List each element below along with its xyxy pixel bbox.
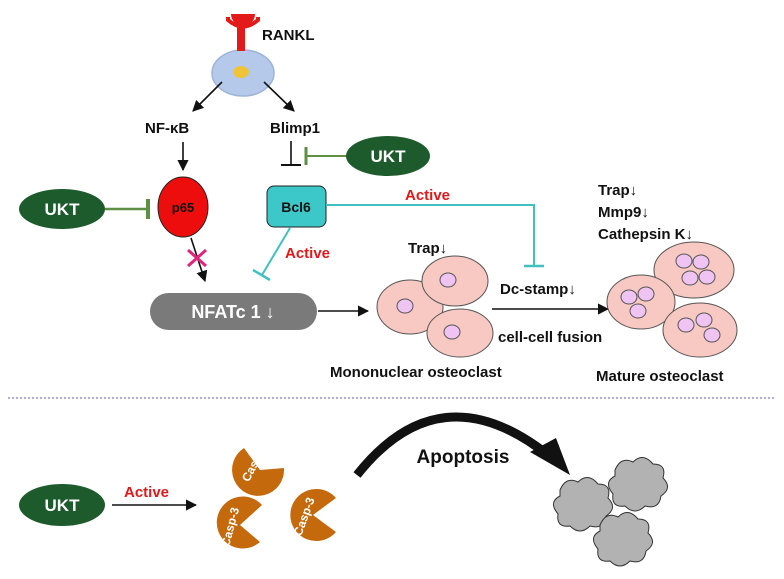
marker-trap: Trap↓ bbox=[598, 182, 637, 199]
mature-label: Mature osteoclast bbox=[596, 368, 724, 385]
p65-label: p65 bbox=[172, 200, 194, 215]
rankl-label: RANKL bbox=[262, 27, 315, 44]
ukt-left-label: UKT bbox=[45, 200, 81, 219]
mononuclear-label: Mononuclear osteoclast bbox=[330, 364, 502, 381]
nfkb-label: NF-κB bbox=[145, 120, 189, 137]
arrow-to-nfkb bbox=[192, 81, 223, 112]
arrow-to-blimp1 bbox=[263, 81, 295, 112]
ukt-left-oval bbox=[19, 189, 105, 229]
active-bottom-label: Active bbox=[124, 484, 169, 501]
blocked-cross-icon bbox=[187, 248, 207, 268]
marker-cathepsin-k: Cathepsin K↓ bbox=[598, 226, 693, 243]
apoptosis-arrow-icon bbox=[353, 412, 570, 478]
mature-markers: Trap↓ Mmp9↓ Cathepsin K↓ bbox=[598, 182, 693, 243]
ukt-bottom-oval bbox=[19, 484, 105, 526]
nfatc1-node bbox=[150, 293, 317, 330]
ukt-bottom-label: UKT bbox=[45, 496, 81, 515]
blimp1-label: Blimp1 bbox=[270, 120, 320, 137]
rank-cell bbox=[211, 49, 275, 97]
trap-mono-label: Trap↓ bbox=[408, 240, 447, 257]
bcl6-inhibit-dcstamp bbox=[326, 204, 544, 268]
p65-node bbox=[157, 176, 209, 238]
ukt-right-oval bbox=[346, 136, 430, 176]
bcl6-node bbox=[266, 185, 327, 228]
dc-stamp-label: Dc-stamp↓ bbox=[500, 281, 576, 298]
apoptosis-label: Apoptosis bbox=[417, 447, 510, 468]
mature-osteoclast-cells bbox=[606, 241, 738, 358]
caspase-3-icon: Casp-3 bbox=[290, 489, 336, 542]
apoptotic-cell-icon bbox=[553, 457, 668, 567]
ukt-right-inhibit bbox=[304, 147, 349, 165]
rankl-receptor-icon bbox=[226, 14, 260, 51]
bcl6-inhibit-nfatc bbox=[252, 227, 291, 282]
ukt-right-label: UKT bbox=[371, 147, 407, 166]
active-top-label: Active bbox=[405, 187, 450, 204]
caspase-3-icon: Casp-3 bbox=[216, 496, 262, 549]
ukt-left-inhibit bbox=[105, 199, 150, 219]
nfatc1-label: NFATc 1 ↓ bbox=[191, 302, 274, 322]
mononuclear-osteoclast-cells bbox=[376, 255, 494, 358]
bcl6-label: Bcl6 bbox=[281, 199, 311, 215]
blimp1-inhibit-bcl6 bbox=[281, 141, 301, 166]
marker-mmp9: Mmp9↓ bbox=[598, 204, 649, 221]
active-mid-label: Active bbox=[285, 245, 330, 262]
caspase-3-icon: Casp-3 bbox=[232, 442, 285, 496]
cell-fusion-label: cell-cell fusion bbox=[498, 329, 602, 346]
